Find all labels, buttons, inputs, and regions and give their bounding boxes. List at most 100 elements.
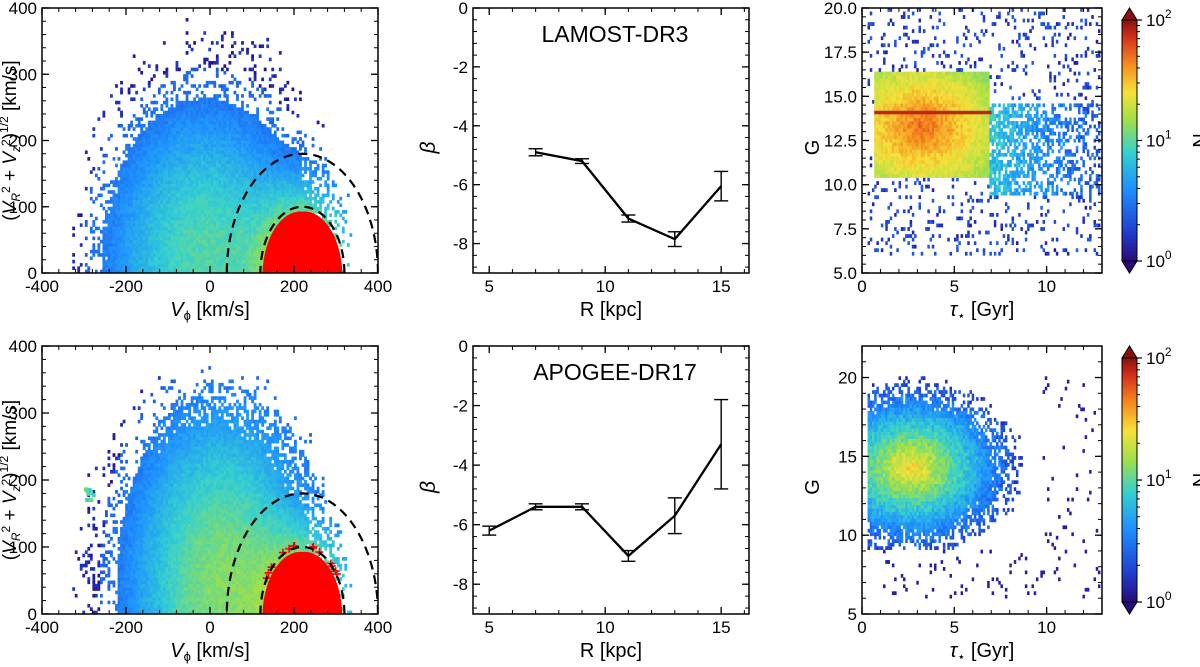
heatmap-cell [110, 220, 113, 224]
heatmap-cell [248, 233, 252, 237]
heatmap-cell [876, 159, 879, 164]
heatmap-cell [311, 196, 315, 201]
heatmap-cell [120, 266, 123, 270]
heatmap-cell [278, 216, 282, 221]
heatmap-cell [883, 71, 886, 76]
heatmap-cell [880, 85, 884, 90]
heatmap-cell [195, 206, 199, 211]
heatmap-cell [72, 233, 76, 237]
heatmap-cell [261, 200, 265, 204]
heatmap-cell [291, 87, 295, 92]
heatmap-cell [885, 85, 888, 90]
heatmap-cell [900, 156, 904, 161]
heatmap-cell [190, 104, 194, 108]
heatmap-cell [173, 190, 176, 194]
heatmap-cell [316, 186, 320, 191]
heatmap-cell [165, 216, 169, 221]
heatmap-cell [266, 157, 270, 161]
heatmap-cell [883, 131, 886, 136]
heatmap-cell [115, 220, 118, 224]
heatmap-cell [266, 183, 270, 188]
heatmap-cell [346, 243, 350, 247]
heatmap-cell [887, 237, 890, 242]
heatmap-cell [871, 202, 875, 207]
heatmap-cell [898, 36, 902, 41]
heatmap-cell [198, 220, 202, 224]
heatmap-cell [220, 186, 224, 191]
heatmap-cell [286, 200, 290, 204]
heatmap-cell [896, 103, 899, 108]
heatmap-cell [175, 203, 179, 208]
heatmap-cell [102, 253, 106, 257]
heatmap-cell [152, 163, 156, 168]
heatmap-cell [210, 246, 214, 251]
heatmap-cell [155, 137, 159, 141]
heatmap-cell [160, 140, 164, 145]
heatmap-cell [132, 183, 136, 188]
heatmap-cell [885, 106, 888, 111]
heatmap-cell [898, 92, 902, 97]
heatmap-cell [889, 174, 893, 178]
heatmap-cell [87, 157, 91, 161]
heatmap-cell [195, 256, 199, 261]
heatmap-cell [233, 77, 237, 82]
heatmap-cell [165, 153, 169, 158]
heatmap-cell [223, 206, 227, 211]
heatmap-cell [278, 210, 282, 214]
heatmap-cell [198, 130, 202, 135]
heatmap-cell [210, 137, 214, 141]
heatmap-cell [130, 203, 134, 208]
heatmap-cell [896, 124, 899, 129]
heatmap-cell [122, 167, 126, 171]
heatmap-cell [243, 67, 247, 72]
heatmap-cell [195, 173, 199, 178]
heatmap-cell [185, 263, 189, 267]
heatmap-cell [898, 82, 902, 87]
heatmap-cell [278, 150, 282, 155]
heatmap-cell [894, 188, 897, 193]
heatmap-cell [288, 176, 292, 181]
heatmap-cell [198, 210, 202, 214]
heatmap-cell [122, 243, 126, 247]
heatmap-cell [233, 210, 237, 214]
heatmap-cell [115, 163, 118, 168]
heatmap-cell [125, 160, 128, 164]
heatmap-cell [200, 90, 204, 95]
heatmap-cell [233, 190, 237, 194]
heatmap-cell [115, 180, 118, 184]
heatmap-cell [304, 167, 307, 171]
heatmap-cell [236, 233, 239, 237]
heatmap-cell [251, 170, 254, 174]
heatmap-cell [296, 173, 300, 178]
heatmap-cell [266, 140, 270, 145]
heatmap-cell [155, 133, 159, 138]
heatmap-cell [253, 163, 257, 168]
heatmap-cell [898, 110, 902, 115]
heatmap-cell [200, 173, 204, 178]
heatmap-cell [883, 99, 886, 104]
heatmap-cell [273, 147, 277, 151]
heatmap-cell [175, 180, 179, 184]
heatmap-cell [253, 190, 257, 194]
heatmap-cell [889, 131, 893, 136]
heatmap-cell [256, 259, 260, 264]
heatmap-cell [185, 239, 189, 244]
heatmap-cell [89, 226, 93, 231]
heatmap-cell [185, 223, 189, 227]
heatmap-cell [883, 96, 886, 101]
heatmap-cell [155, 173, 159, 178]
heatmap-cell [238, 160, 242, 164]
heatmap-cell [223, 100, 227, 105]
heatmap-cell [132, 84, 136, 88]
heatmap-cell [213, 160, 217, 164]
heatmap-cell [188, 170, 191, 174]
heatmap-cell [900, 170, 904, 175]
heatmap-cell [122, 266, 126, 270]
heatmap-cell [115, 223, 118, 227]
heatmap-cell [127, 216, 131, 221]
heatmap-cell [902, 170, 906, 175]
heatmap-cell [115, 226, 118, 231]
heatmap-cell [155, 190, 159, 194]
heatmap-cell [112, 180, 116, 184]
heatmap-cell [894, 142, 897, 147]
